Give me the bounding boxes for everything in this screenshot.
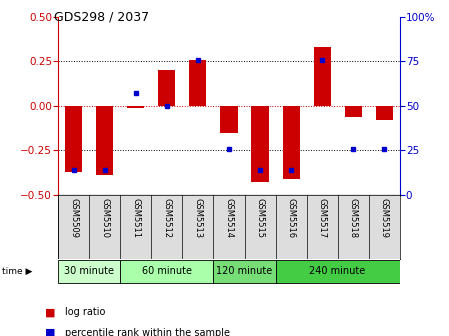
Text: GSM5518: GSM5518	[348, 198, 357, 238]
Text: log ratio: log ratio	[65, 307, 106, 318]
Text: GSM5512: GSM5512	[163, 198, 172, 238]
Text: GSM5519: GSM5519	[379, 198, 388, 238]
Text: GSM5517: GSM5517	[317, 198, 326, 238]
Bar	[58, 260, 120, 283]
Bar	[66, 106, 83, 172]
Bar	[344, 106, 361, 117]
Text: GSM5510: GSM5510	[101, 198, 110, 238]
Text: 120 minute: 120 minute	[216, 266, 273, 276]
Bar	[251, 106, 269, 182]
Bar	[282, 106, 299, 179]
Text: 30 minute: 30 minute	[64, 266, 114, 276]
Text: GSM5511: GSM5511	[132, 198, 141, 238]
Text: GDS298 / 2037: GDS298 / 2037	[54, 10, 149, 23]
Bar	[220, 106, 238, 132]
Text: GSM5514: GSM5514	[224, 198, 233, 238]
Text: ■: ■	[45, 328, 55, 336]
Bar	[276, 260, 400, 283]
Text: ■: ■	[45, 307, 55, 318]
Bar	[375, 106, 392, 120]
Text: 240 minute: 240 minute	[309, 266, 365, 276]
Bar	[158, 70, 176, 106]
Bar	[189, 59, 207, 106]
Text: 60 minute: 60 minute	[142, 266, 192, 276]
Bar	[120, 260, 213, 283]
Bar	[213, 260, 276, 283]
Text: GSM5516: GSM5516	[286, 198, 295, 238]
Text: GSM5513: GSM5513	[194, 198, 202, 238]
Text: GSM5509: GSM5509	[70, 198, 79, 238]
Text: time ▶: time ▶	[2, 267, 33, 276]
Bar	[97, 106, 114, 175]
Bar	[313, 47, 330, 106]
Text: GSM5515: GSM5515	[255, 198, 264, 238]
Bar	[128, 106, 145, 108]
Text: percentile rank within the sample: percentile rank within the sample	[65, 328, 230, 336]
